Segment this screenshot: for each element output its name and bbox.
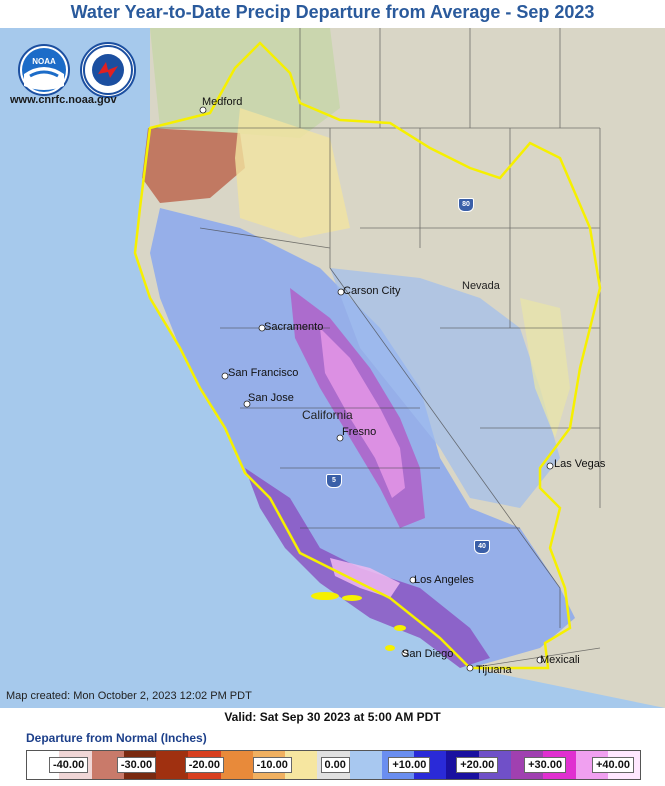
city-label-tijuana: Tijuana <box>476 664 512 676</box>
city-label-fresno: Fresno <box>342 426 377 438</box>
legend-swatch <box>156 751 189 779</box>
extreme-wet-sierra <box>320 328 405 498</box>
nws-logo <box>80 42 136 98</box>
legend-tick-label: +40.00 <box>592 757 634 773</box>
city-label-carson-city: Carson City <box>343 285 401 297</box>
boundary-lines <box>150 28 601 669</box>
city-label-los-angeles: Los Angeles <box>414 574 474 586</box>
channel-island <box>311 592 339 600</box>
channel-island <box>394 625 406 631</box>
city-label-san-jose: San Jose <box>248 392 294 404</box>
city-dots <box>199 106 554 672</box>
state-label-california: California <box>302 408 353 422</box>
nv-dry-band <box>520 298 570 438</box>
interstate-5-shield: 5 <box>326 474 342 488</box>
noaa-logo-icon: NOAA <box>22 48 66 92</box>
legend-tick-label: -30.00 <box>116 757 157 773</box>
valid-time-text: Valid: Sat Sep 30 2023 at 5:00 AM PDT <box>224 710 441 724</box>
legend-tick-label: -40.00 <box>49 757 89 773</box>
legend-swatch <box>349 751 382 779</box>
nws-logo-icon <box>83 45 133 95</box>
map-canvas <box>0 28 665 708</box>
channel-island <box>385 645 395 651</box>
legend-title: Departure from Normal (Inches) <box>26 731 207 745</box>
title-bar: Water Year-to-Date Precip Departure from… <box>0 0 665 28</box>
dry-zone-north <box>142 128 245 203</box>
svg-text:NOAA: NOAA <box>32 57 56 66</box>
channel-island <box>342 595 362 601</box>
oregon-terrain <box>150 28 340 138</box>
map-created-text: Map created: Mon October 2, 2023 12:02 P… <box>6 690 252 702</box>
legend-tick-label: +10.00 <box>388 757 431 773</box>
wet-zone-south <box>245 468 490 668</box>
city-label-san-diego: San Diego <box>402 648 454 660</box>
city-label-medford: Medford <box>202 96 243 108</box>
rfc-boundary <box>133 41 602 670</box>
city-label-las-vegas: Las Vegas <box>554 458 606 470</box>
noaa-logo: NOAA <box>18 44 70 96</box>
legend-tick-label: -10.00 <box>252 757 292 773</box>
legend-tick-label: 0.00 <box>320 757 350 773</box>
dry-zone-yellow <box>235 108 350 238</box>
city-label-mexicali: Mexicali <box>540 654 580 666</box>
state-label-nevada: Nevada <box>462 280 500 292</box>
interstate-40-shield: 40 <box>474 540 490 554</box>
precip-departure-map <box>0 28 665 708</box>
site-url: www.cnrfc.noaa.gov <box>10 94 117 106</box>
city-label-sacramento: Sacramento <box>264 321 324 333</box>
legend-tick-label: +30.00 <box>524 757 567 773</box>
color-legend: -40.00 -30.00 -20.00 -10.00 0.00 +10.00 +20.00… <box>26 750 641 780</box>
transverse-peaks <box>330 558 400 598</box>
city-label-san-francisco: San Francisco <box>228 367 299 379</box>
legend-swatch <box>220 751 253 779</box>
legend-tick-label: +20.00 <box>456 757 499 773</box>
page-title: Water Year-to-Date Precip Departure from… <box>70 2 595 22</box>
legend-tick-label: -20.00 <box>184 757 224 773</box>
interstate-80-shield: 80 <box>458 198 474 212</box>
